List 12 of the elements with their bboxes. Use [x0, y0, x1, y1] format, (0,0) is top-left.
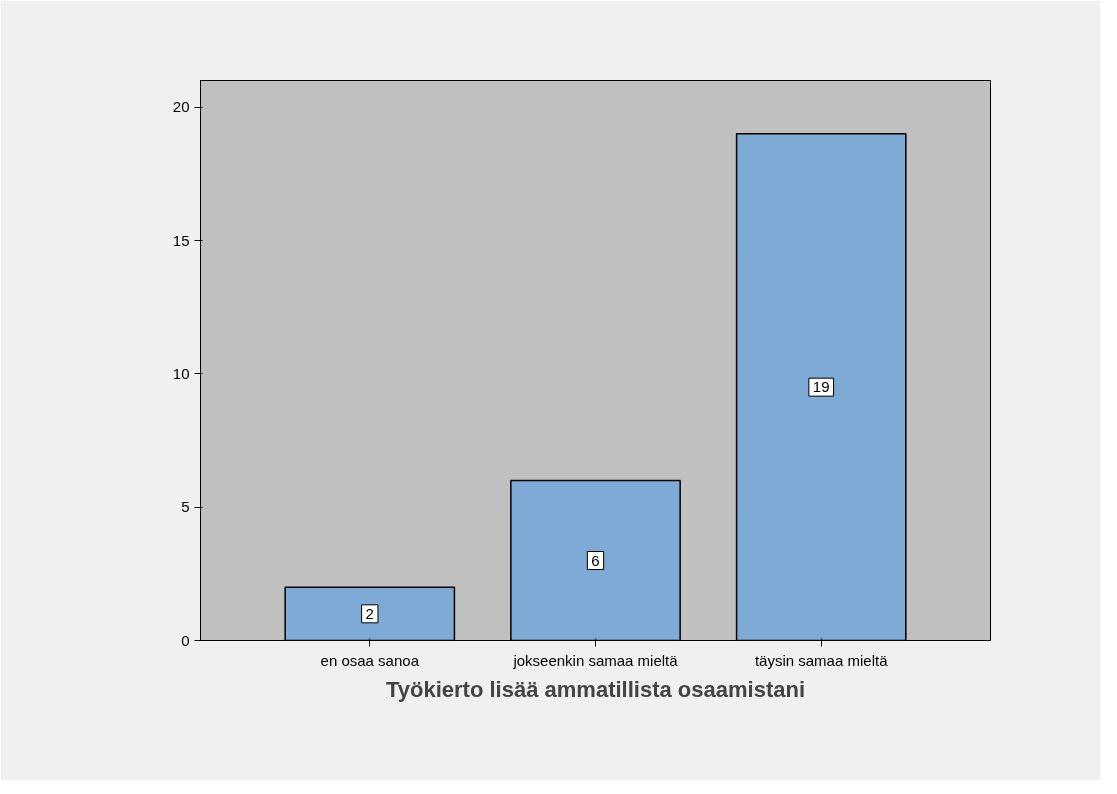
x-axis-title: Työkierto lisää ammatillista osaamistani [386, 676, 806, 702]
data-label: 6 [591, 551, 600, 569]
x-tick-label: jokseenkin samaa mieltä [512, 651, 679, 669]
x-tick-label: en osaa sanoa [320, 651, 420, 669]
y-tick-label: 15 [172, 231, 190, 249]
y-tick-label: 5 [181, 498, 190, 516]
y-tick-label: 10 [172, 364, 190, 382]
data-label: 19 [812, 378, 830, 396]
y-tick-label: 0 [181, 631, 190, 649]
data-label: 2 [365, 604, 374, 622]
y-tick-label: 20 [172, 98, 190, 116]
x-tick-label: täysin samaa mieltä [754, 651, 889, 669]
